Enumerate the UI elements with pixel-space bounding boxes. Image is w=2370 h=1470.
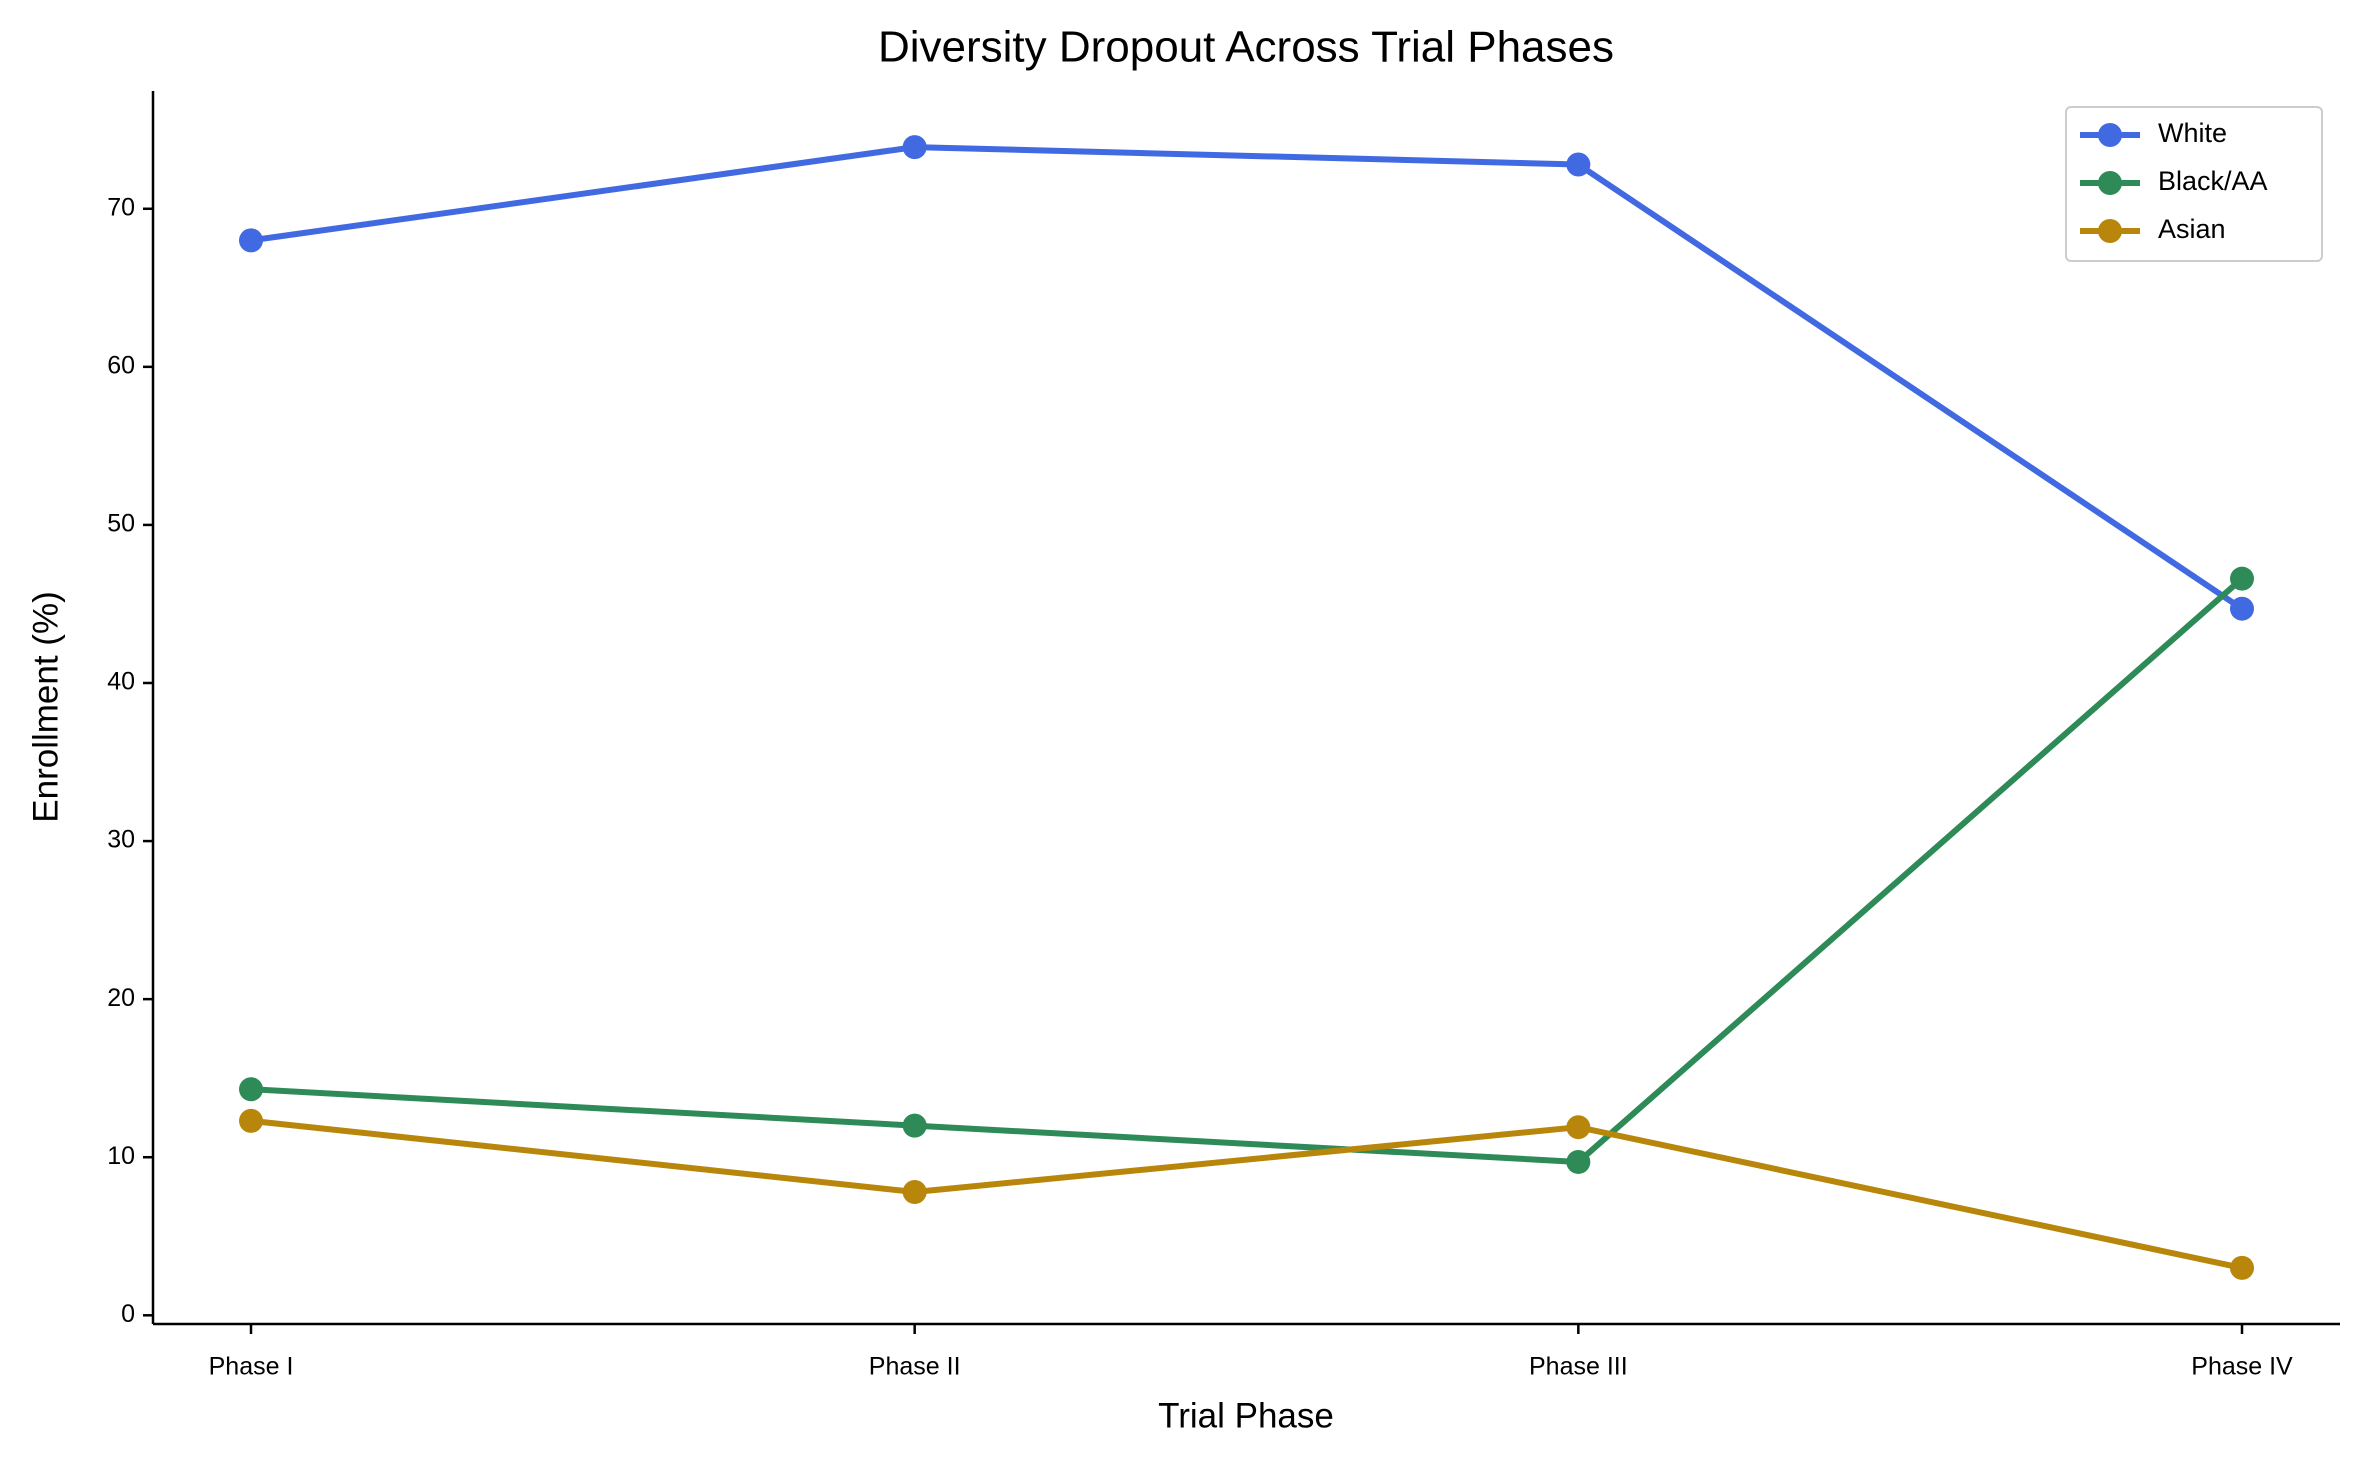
y-tick-label: 50 xyxy=(107,510,135,538)
x-axis-label: Trial Phase xyxy=(1158,1396,1334,1435)
y-tick-label: 40 xyxy=(107,668,135,696)
data-point xyxy=(2230,1255,2254,1280)
data-point xyxy=(239,1108,263,1133)
legend-label: Black/AA xyxy=(2158,166,2268,196)
series-line xyxy=(250,576,2244,1165)
y-tick-label: 60 xyxy=(107,351,135,379)
data-point xyxy=(902,1113,927,1138)
legend-marker xyxy=(2098,219,2122,243)
series-line xyxy=(250,1117,2243,1271)
data-point xyxy=(2230,566,2254,591)
data-point xyxy=(902,135,927,160)
y-tick-label: 30 xyxy=(107,826,135,854)
data-point xyxy=(239,1077,263,1102)
data-point xyxy=(902,1180,927,1205)
data-point xyxy=(1566,152,1591,177)
x-tick-label: Phase I xyxy=(209,1353,294,1381)
data-point xyxy=(1566,1115,1591,1140)
y-tick-label: 10 xyxy=(107,1142,135,1170)
chart-title: Diversity Dropout Across Trial Phases xyxy=(878,23,1614,72)
legend-marker xyxy=(2098,123,2122,147)
legend-marker xyxy=(2098,171,2122,195)
x-tick-label: Phase III xyxy=(1529,1353,1628,1381)
x-tick-label: Phase II xyxy=(869,1353,961,1381)
y-tick-label: 70 xyxy=(107,193,135,221)
series-line xyxy=(250,144,2244,612)
data-point xyxy=(2230,596,2254,621)
data-point xyxy=(1566,1149,1591,1174)
y-tick-label: 0 xyxy=(121,1300,135,1328)
x-tick-label: Phase IV xyxy=(2191,1353,2293,1381)
y-tick-label: 20 xyxy=(107,984,135,1012)
legend-box xyxy=(2065,106,2323,262)
y-axis-label: Enrollment (%) xyxy=(26,591,65,822)
data-point xyxy=(239,228,263,253)
legend-label: Asian xyxy=(2158,214,2226,244)
legend-label: White xyxy=(2158,118,2227,148)
